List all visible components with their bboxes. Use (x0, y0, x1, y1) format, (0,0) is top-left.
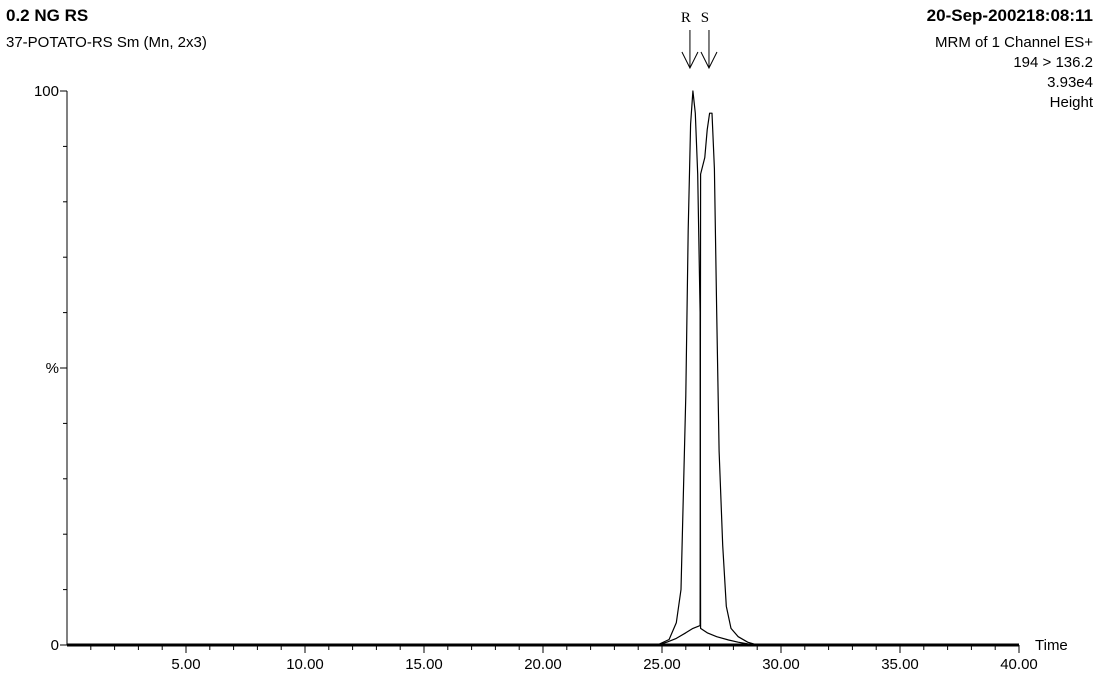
peak-arrowhead-r (681, 51, 699, 70)
peak-trace-s (657, 112, 758, 646)
peak-label-r: R (681, 10, 691, 26)
x-tick-label: 15.00 (405, 656, 443, 673)
x-tick-label: 10.00 (286, 656, 324, 673)
sample-description: 37-POTATO-RS Sm (Mn, 2x3) (6, 34, 207, 51)
x-tick-label: 40.00 (1000, 656, 1038, 673)
peak-trace-r (656, 90, 758, 646)
chromatogram-traces (656, 90, 758, 646)
x-axis-label: Time (1035, 637, 1068, 654)
x-tick-label: 35.00 (881, 656, 919, 673)
sample-name: 0.2 NG RS (6, 6, 89, 25)
axes (66, 91, 1019, 647)
y-tick-label: 0 (51, 637, 59, 654)
y-axis-label: % (46, 360, 59, 377)
axis-labels: 5.00 10.00 15.00 20.00 25.00 30.00 35.00 40.00 T… (34, 83, 1068, 673)
x-tick-label: 5.00 (171, 656, 200, 673)
x-tick-label: 25.00 (643, 656, 681, 673)
x-tick-label: 30.00 (762, 656, 800, 673)
channel-info: MRM of 1 Channel ES+ (935, 34, 1093, 51)
axis-ticks (60, 90, 1020, 653)
acquisition-datetime: 20-Sep-200218:08:11 (926, 6, 1093, 25)
peak-arrowhead-s (700, 51, 718, 70)
x-tick-label: 20.00 (524, 656, 562, 673)
y-tick-label: 100 (34, 83, 59, 100)
mrm-transition: 194 > 136.2 (1013, 54, 1093, 71)
peak-label-s: S (701, 10, 709, 26)
intensity-value: 3.93e4 (1047, 74, 1093, 91)
scaling-mode: Height (1049, 94, 1093, 111)
